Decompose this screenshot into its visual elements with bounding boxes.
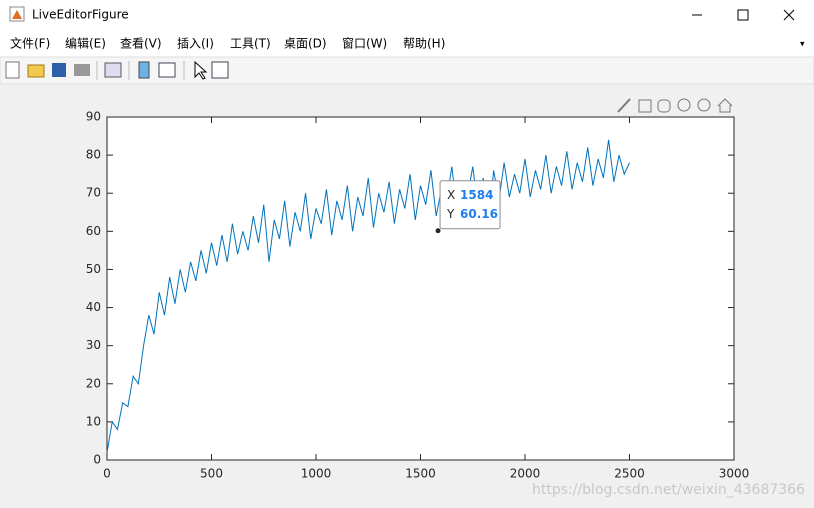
x-tick-label: 1000 xyxy=(301,467,332,481)
new-button[interactable] xyxy=(5,61,20,79)
open-button[interactable] xyxy=(27,64,45,78)
home-button[interactable] xyxy=(717,98,733,113)
datatip-x-label: X xyxy=(447,188,455,202)
menu-item[interactable]: 工具(T) xyxy=(230,37,271,51)
x-tick-label: 2000 xyxy=(510,467,541,481)
x-tick-label: 1500 xyxy=(405,467,436,481)
menu-bar: 文件(F) 编辑(E) 查看(V) 插入(I) 工具(T) 桌面(D) 窗口(W) 帮助(H) xyxy=(10,36,445,51)
toolbar-icons xyxy=(5,60,229,80)
y-tick-label: 0 xyxy=(93,453,101,467)
datatip-x-value: 1584 xyxy=(460,188,493,202)
menu-item[interactable]: 编辑(E) xyxy=(65,36,106,51)
menu-item[interactable]: 插入(I) xyxy=(177,37,214,51)
y-tick-label: 50 xyxy=(86,262,101,276)
data-line xyxy=(106,139,630,453)
datatip-box xyxy=(439,180,501,230)
save-button[interactable] xyxy=(52,63,66,77)
menu-item[interactable]: 桌面(D) xyxy=(284,37,327,51)
link-button[interactable] xyxy=(104,62,122,78)
window-title: LiveEditorFigure xyxy=(32,8,129,22)
close-button[interactable] xyxy=(783,9,795,21)
app-icon-glyph xyxy=(12,10,22,19)
datatip-marker xyxy=(435,228,441,234)
x-tick-label: 3000 xyxy=(719,467,750,481)
menu-item[interactable]: 窗口(W) xyxy=(342,37,387,51)
y-tick-label: 20 xyxy=(86,376,101,390)
watermark: https://blog.csdn.net/weixin_43687366 xyxy=(532,482,805,498)
y-tick-label: 30 xyxy=(86,338,101,352)
legend-button[interactable] xyxy=(158,62,176,78)
datatip-y-label: Y xyxy=(446,207,455,221)
pan-button[interactable] xyxy=(657,99,671,113)
zoom-out-button[interactable] xyxy=(697,98,711,112)
maximize-button[interactable] xyxy=(737,9,749,21)
plot: 0 500 1000 1500 2000 2500 3000 0 10 20 30 40 50 60 70 8… xyxy=(86,110,750,481)
menu-item[interactable]: 查看(V) xyxy=(120,37,162,51)
x-tick-label: 0 xyxy=(103,467,111,481)
y-tick-label: 90 xyxy=(86,110,101,124)
datatip-button[interactable] xyxy=(638,99,652,113)
menu-item[interactable]: 文件(F) xyxy=(10,36,50,51)
zoom-in-button[interactable] xyxy=(677,98,691,112)
axes-box xyxy=(106,116,735,461)
title-menu-bg xyxy=(0,0,814,57)
pointer-button[interactable] xyxy=(194,60,208,80)
y-tick-label: 70 xyxy=(86,186,101,200)
y-tick-label: 40 xyxy=(86,300,101,314)
colorbar-button[interactable] xyxy=(138,61,150,79)
x-tick-label: 2500 xyxy=(614,467,645,481)
y-tick-label: 80 xyxy=(86,148,101,162)
y-tick-label: 60 xyxy=(86,224,101,238)
menu-item[interactable]: 帮助(H) xyxy=(403,37,445,51)
x-tick-label: 500 xyxy=(200,467,223,481)
y-tick-label: 10 xyxy=(86,414,101,428)
menu-overflow[interactable]: ▾ xyxy=(800,40,805,50)
brush-button[interactable] xyxy=(617,98,631,113)
toolbar xyxy=(0,56,814,85)
datatip-y-value: 60.16 xyxy=(460,207,498,221)
axes-toolbar xyxy=(617,98,733,113)
property-button[interactable] xyxy=(211,61,229,79)
print-button[interactable] xyxy=(74,64,90,76)
